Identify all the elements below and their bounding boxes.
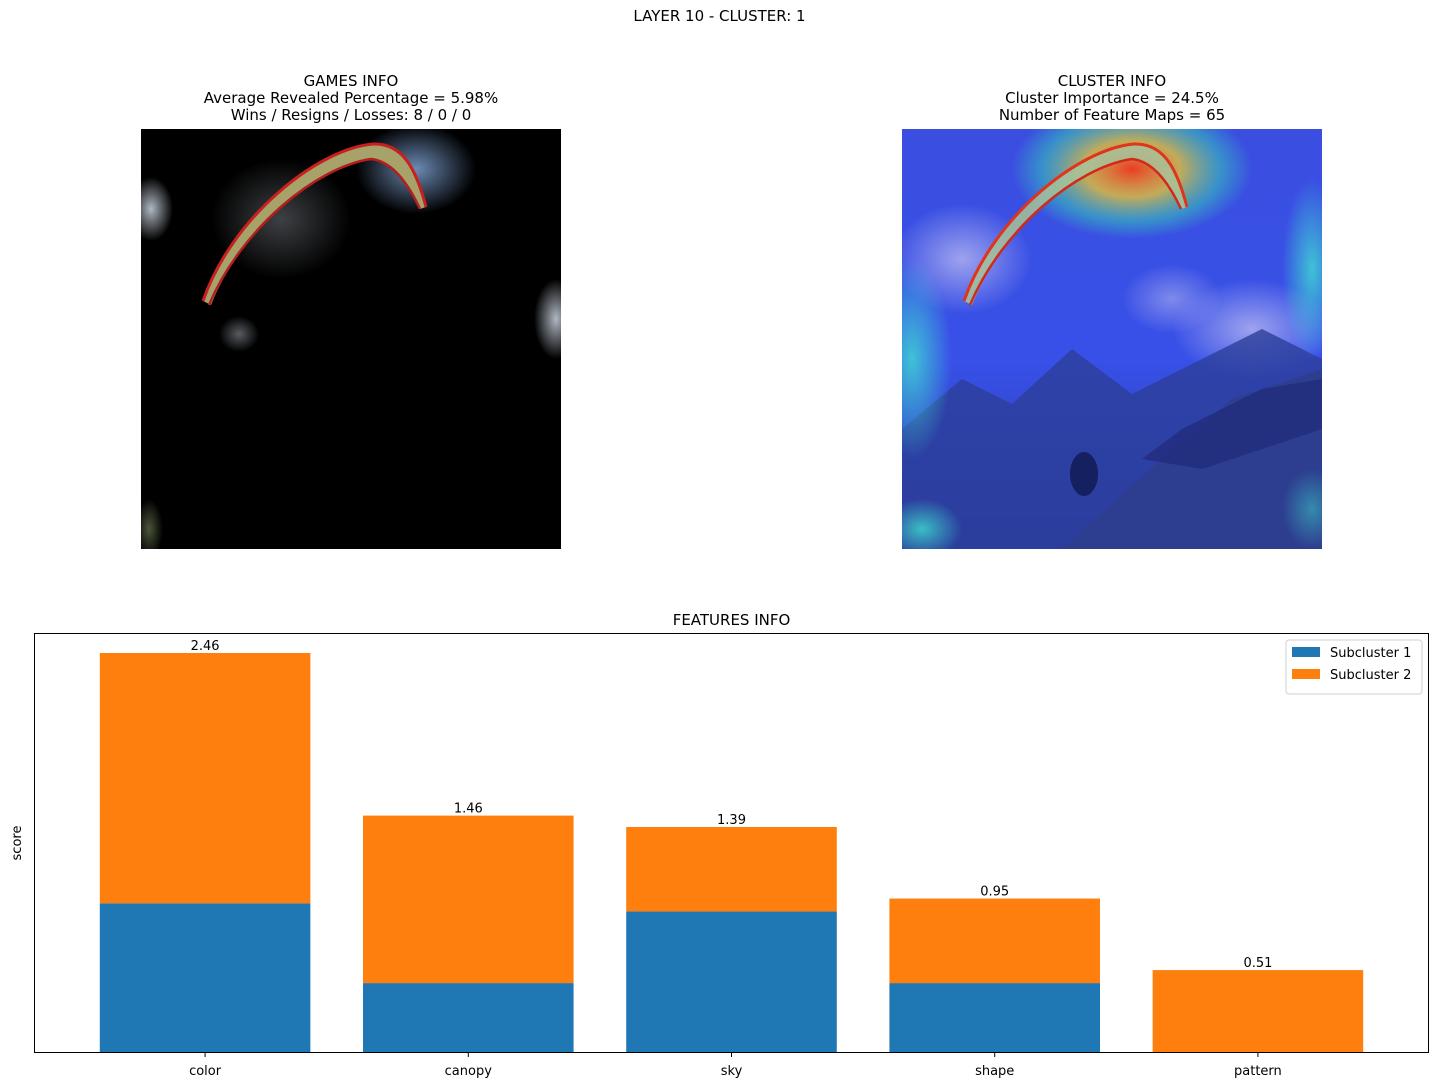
legend-swatch-subcluster-2 [1292, 669, 1320, 679]
y-axis-label: score [10, 826, 25, 861]
bar-sky-subcluster-2 [626, 826, 837, 912]
total-label-canopy: 1.46 [454, 802, 483, 817]
games-info-title: GAMES INFO [303, 72, 399, 90]
legend-label-subcluster-1: Subcluster 1 [1330, 646, 1411, 661]
total-label-sky: 1.39 [717, 813, 746, 828]
x-tick-label-sky: sky [721, 1064, 743, 1079]
cluster-info-header: CLUSTER INFO Cluster Importance = 24.5% … [862, 73, 1362, 124]
chart-legend: Subcluster 1 Subcluster 2 [1285, 639, 1423, 695]
bar-shape-subcluster-1 [889, 983, 1100, 1053]
legend-swatch-subcluster-1 [1292, 647, 1320, 657]
average-revealed-percentage: Average Revealed Percentage = 5.98% [203, 89, 499, 107]
revealed-image [141, 129, 561, 549]
bar-pattern-subcluster-2 [1152, 970, 1364, 1053]
bar-shape-subcluster-2 [889, 898, 1100, 984]
total-label-shape: 0.95 [980, 885, 1009, 900]
x-tick-label-canopy: canopy [445, 1064, 493, 1079]
bar-canopy-subcluster-2 [363, 815, 574, 984]
wins-resigns-losses: Wins / Resigns / Losses: 8 / 0 / 0 [230, 106, 472, 124]
number-of-feature-maps: Number of Feature Maps = 65 [998, 106, 1226, 124]
bar-canopy-subcluster-1 [363, 983, 574, 1053]
cluster-importance: Cluster Importance = 24.5% [1005, 89, 1219, 107]
x-tick-label-shape: shape [975, 1064, 1014, 1079]
figure-title: LAYER 10 - CLUSTER: 1 [633, 7, 806, 25]
total-label-pattern: 0.51 [1243, 956, 1272, 971]
chart-title: FEATURES INFO [672, 611, 791, 629]
x-tick-label-pattern: pattern [1234, 1064, 1282, 1079]
x-tick-label-color: color [189, 1064, 222, 1079]
axes-frame [34, 633, 1429, 1053]
total-label-color: 2.46 [191, 639, 220, 654]
bar-color-subcluster-2 [99, 653, 311, 904]
games-info-header: GAMES INFO Average Revealed Percentage =… [101, 73, 601, 124]
features-bar-chart: 2.46 color 1.46 canopy 1.39 sky 0.95 shape 0.51 p… [10, 633, 1429, 1079]
cluster-heatmap-image [902, 129, 1322, 549]
chart-plot-area: 2.46 color 1.46 canopy 1.39 sky 0.95 shape 0.51 p… [10, 633, 1429, 1079]
bar-color-subcluster-1 [99, 903, 311, 1053]
bar-sky-subcluster-1 [626, 911, 837, 1053]
legend-label-subcluster-2: Subcluster 2 [1330, 668, 1411, 683]
cluster-info-title: CLUSTER INFO [1057, 72, 1167, 90]
